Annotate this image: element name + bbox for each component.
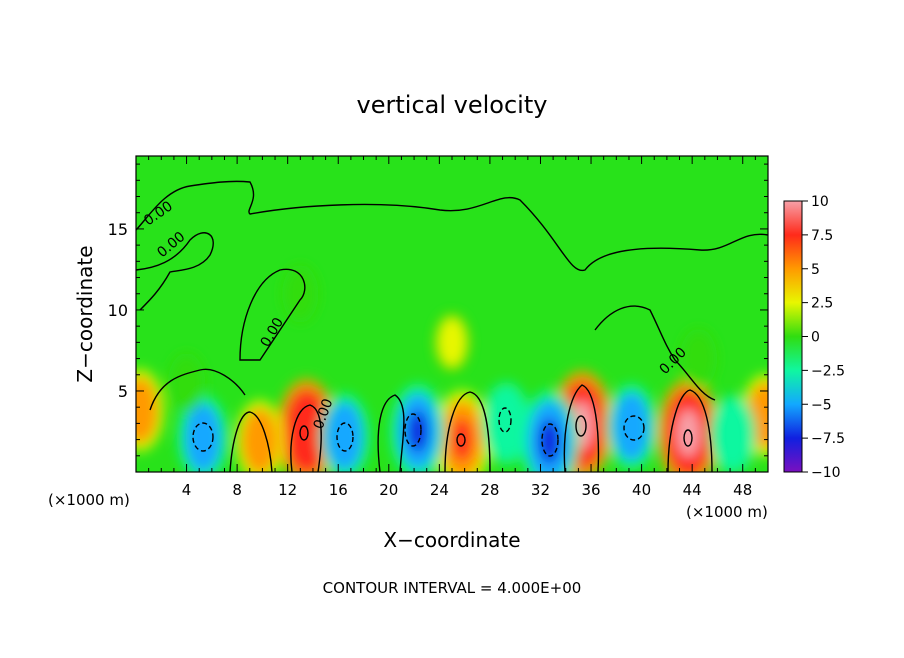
contour-c3 bbox=[563, 384, 600, 472]
feature-core bbox=[451, 417, 473, 462]
feature-blob bbox=[136, 377, 158, 444]
y-tick-label: 5 bbox=[118, 382, 128, 401]
contour-neg-1 bbox=[192, 422, 214, 452]
x-axis: 4 8 12 16 20 24 28 32 36 40 44 48 bbox=[148, 156, 756, 499]
contour-mid-left bbox=[149, 368, 246, 411]
x-tick-label: 20 bbox=[379, 481, 398, 499]
x-tick-label: 24 bbox=[430, 481, 449, 499]
feature-blob bbox=[184, 403, 222, 472]
x-tick-label: 8 bbox=[232, 481, 242, 499]
feature-blob bbox=[612, 392, 651, 461]
feature-blob bbox=[437, 317, 467, 368]
x-unit-right: (×1000 m) bbox=[686, 503, 768, 521]
x-tick-label: 36 bbox=[581, 481, 600, 499]
colorbar-tick-label: −2.5 bbox=[811, 363, 845, 379]
feature-blob bbox=[241, 408, 278, 472]
feature-blob bbox=[684, 334, 713, 383]
contour-left-lobe bbox=[239, 268, 306, 361]
contour-neg-5 bbox=[623, 415, 645, 441]
colorbar-gradient bbox=[783, 200, 803, 473]
feature-core bbox=[407, 410, 429, 453]
contour-right bbox=[594, 305, 716, 401]
colorbar-tick-label: 10 bbox=[811, 194, 829, 210]
feature-core bbox=[295, 408, 318, 455]
y-tick-label: 10 bbox=[108, 301, 128, 320]
feature-blob bbox=[286, 270, 314, 317]
feature-blob bbox=[715, 403, 751, 467]
contour-c5 bbox=[229, 411, 273, 472]
feature-core bbox=[538, 418, 561, 464]
contour-interval-note: CONTOUR INTERVAL = 4.000E+00 bbox=[323, 579, 582, 597]
contour-c1 bbox=[290, 404, 322, 472]
contour-c2 bbox=[444, 391, 491, 472]
colorbar-tick-label: 0 bbox=[811, 330, 820, 346]
x-tick-label: 4 bbox=[182, 481, 192, 499]
colorbar: 10 7.5 5 2.5 0 −2.5 −5 −7.5 −10 bbox=[783, 194, 845, 481]
field-features bbox=[136, 264, 768, 472]
y-axis-label: Z−coordinate bbox=[73, 245, 97, 382]
contour-core-3 bbox=[575, 415, 587, 437]
contour-neg-2 bbox=[336, 422, 354, 452]
heatmap-field bbox=[136, 156, 768, 472]
contour-lines bbox=[136, 180, 768, 472]
x-tick-label: 44 bbox=[683, 481, 702, 499]
contour-left-edge bbox=[136, 232, 214, 311]
x-tick-label: 48 bbox=[733, 481, 752, 499]
contour-neg-3 bbox=[404, 413, 422, 447]
feature-blob bbox=[172, 358, 201, 407]
x-unit-left: (×1000 m) bbox=[48, 491, 130, 509]
contour-c4 bbox=[667, 389, 713, 472]
contour-core-1 bbox=[299, 425, 309, 441]
x-tick-label: 28 bbox=[480, 481, 499, 499]
colorbar-tick-label: −5 bbox=[811, 397, 832, 413]
colorbar-tick-label: −7.5 bbox=[811, 431, 845, 447]
feature-blob bbox=[488, 390, 525, 457]
x-tick-label: 12 bbox=[278, 481, 297, 499]
colorbar-tick-label: 7.5 bbox=[811, 228, 833, 244]
colorbar-tick-label: 2.5 bbox=[811, 296, 833, 312]
contour-core-4 bbox=[683, 429, 693, 447]
colorbar-tick-label: −10 bbox=[811, 465, 841, 481]
contour-neg-4 bbox=[541, 423, 559, 457]
x-tick-label: 16 bbox=[329, 481, 348, 499]
feature-blob bbox=[325, 402, 364, 471]
x-tick-label: 40 bbox=[632, 481, 651, 499]
feature-core bbox=[676, 409, 700, 457]
contour-upper bbox=[136, 180, 768, 272]
contour-core-2 bbox=[456, 433, 466, 447]
y-tick-label: 15 bbox=[108, 220, 128, 239]
colorbar-tick-label: 5 bbox=[811, 262, 820, 278]
contour-c6 bbox=[377, 394, 405, 472]
contour-neg-6 bbox=[498, 407, 512, 433]
x-axis-label: X−coordinate bbox=[383, 528, 520, 552]
x-tick-label: 32 bbox=[531, 481, 550, 499]
y-axis: 5 10 15 bbox=[108, 163, 768, 457]
colorbar-ticks: 10 7.5 5 2.5 0 −2.5 −5 −7.5 −10 bbox=[802, 194, 845, 481]
chart-title: vertical velocity bbox=[357, 91, 548, 119]
